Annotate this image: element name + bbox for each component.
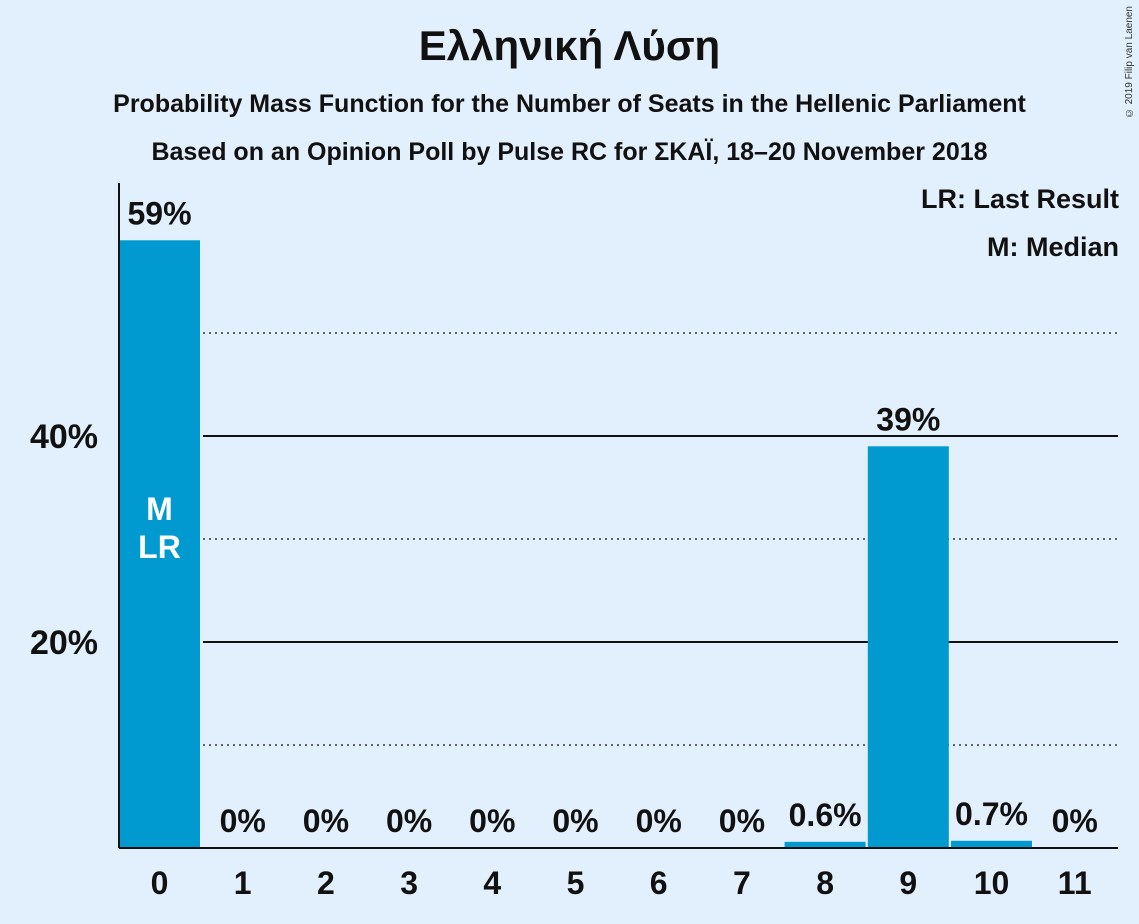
x-tick-label: 2: [317, 865, 335, 901]
bar-annotation: M: [146, 491, 173, 527]
x-tick-label: 6: [650, 865, 668, 901]
bar: [119, 240, 200, 849]
x-tick-label: 1: [234, 865, 252, 901]
data-label: 0.7%: [955, 796, 1028, 832]
x-tick-label: 7: [733, 865, 751, 901]
data-label: 59%: [127, 195, 191, 231]
data-label: 0%: [386, 803, 432, 839]
y-tick-label: 40%: [30, 418, 98, 456]
chart-subtitle: Probability Mass Function for the Number…: [113, 90, 1026, 118]
legend-median: M: Median: [987, 232, 1119, 262]
data-label: 0%: [469, 803, 515, 839]
legend-last-result: LR: Last Result: [920, 184, 1119, 214]
x-tick-label: 9: [899, 865, 917, 901]
data-label: 0%: [552, 803, 598, 839]
data-label: 39%: [876, 401, 940, 437]
chart-title: Ελληνική Λύση: [418, 22, 721, 69]
x-tick-label: 8: [816, 865, 834, 901]
x-tick-label: 5: [567, 865, 585, 901]
data-label: 0%: [719, 803, 765, 839]
x-tick-label: 11: [1058, 865, 1092, 901]
bar: [867, 446, 949, 848]
chart-subtitle-2: Based on an Opinion Poll by Pulse RC for…: [151, 138, 988, 166]
x-tick-label: 0: [151, 865, 169, 901]
y-tick-label: 20%: [30, 624, 98, 662]
data-label: 0%: [636, 803, 682, 839]
x-tick-label: 3: [400, 865, 418, 901]
x-tick-label: 10: [974, 865, 1010, 901]
data-label: 0.6%: [789, 797, 862, 833]
bar: [951, 840, 1032, 848]
bar-annotation: LR: [138, 529, 181, 565]
data-label: 0%: [303, 803, 349, 839]
x-tick-label: 4: [483, 865, 501, 901]
data-label: 0%: [1052, 803, 1098, 839]
bar: [784, 841, 866, 848]
data-label: 0%: [220, 803, 266, 839]
